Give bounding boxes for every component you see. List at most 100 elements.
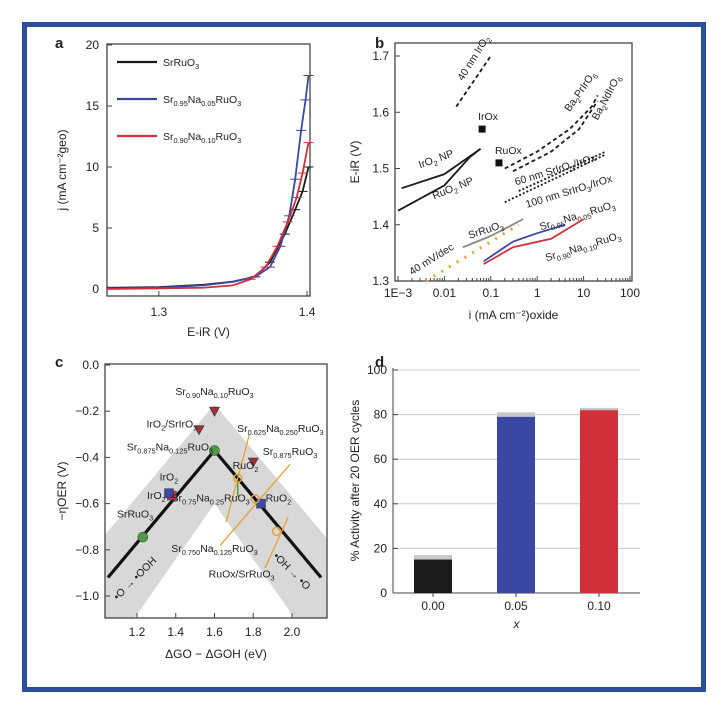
y-tick-label: −0.8 — [75, 543, 99, 557]
square-marker — [256, 498, 266, 509]
panel-a-axes — [106, 43, 311, 297]
double-arrow — [264, 517, 289, 569]
x-axis-label: ΔGO − ΔGOH (eV) — [165, 647, 267, 661]
point-label: SrRuO3​ — [117, 508, 153, 522]
open-circle-marker — [233, 473, 243, 483]
y-tick-label: 100 — [367, 363, 387, 377]
double-arrow — [219, 463, 291, 546]
series-line-Ba2PrIrO6 — [504, 94, 599, 170]
y-tick-label: −0.6 — [75, 497, 99, 511]
y-tick-label: 0 — [92, 282, 99, 296]
point-label: IrO2​ — [147, 490, 166, 504]
triangle-marker — [247, 457, 259, 468]
y-tick-label: 0 — [380, 586, 387, 600]
y-axis-label: −ηOER (V) — [55, 461, 69, 520]
panel-b-axes — [394, 42, 633, 282]
y-tick-label: 1.7 — [372, 49, 389, 63]
panel-label-b: b — [375, 35, 384, 52]
series-line-40 mV/dec — [425, 223, 520, 283]
series-line-Sr0.95Na0.05RuO3 — [483, 223, 566, 263]
x-tick-label: 100 — [620, 286, 640, 300]
x-tick-label: 10 — [577, 286, 591, 300]
double-arrow — [225, 434, 251, 523]
y-tick-label: 15 — [86, 99, 100, 113]
series-line-Sr0.90Na0.10RuO3 — [483, 218, 585, 265]
y-tick-label: 1.3 — [372, 274, 389, 288]
error-band — [497, 412, 535, 417]
y-tick-label: 1.5 — [372, 162, 389, 176]
x-tick-label: 1.8 — [245, 625, 262, 639]
y-axis-label: E-iR (V) — [348, 141, 362, 184]
x-tick-label: 1.4 — [167, 625, 184, 639]
open-circle-marker — [271, 526, 282, 537]
circle-marker — [137, 531, 149, 543]
x-tick-label: 1.6 — [206, 625, 223, 639]
triangle-marker — [193, 425, 205, 436]
series-line-SrRuO3 — [106, 166, 310, 289]
x-tick-label: 1.4 — [299, 305, 316, 319]
x-tick-label: 2.0 — [284, 625, 301, 639]
error-band — [414, 555, 452, 560]
panel-label-d: d — [375, 354, 384, 371]
series-line-SrRuO3 — [462, 218, 524, 249]
y-tick-label: 10 — [86, 160, 100, 174]
series-line-100 nm SrIrO3/IrOx — [504, 153, 607, 204]
point-label: Sr0.90​Na0.10​RuO3​ — [175, 386, 253, 400]
legend-label: SrRuO3​ — [163, 57, 199, 71]
point-label: Sr0.875​Na0.125​RuO3​ — [127, 441, 213, 455]
panel-label-c: c — [55, 354, 63, 371]
y-tick-label: −0.2 — [75, 404, 99, 418]
x-tick-label: 0.1 — [482, 286, 499, 300]
bar-0.05 — [497, 416, 535, 593]
panel-c-axes — [104, 363, 328, 619]
x-tick-label: 0.10 — [587, 599, 611, 613]
bar-0.10 — [580, 410, 618, 593]
x-tick-label: 1.3 — [151, 305, 168, 319]
point-label: Sr0.625​Na0.250​RuO3​ — [237, 423, 323, 437]
square-marker — [478, 125, 486, 133]
y-tick-label: −1.0 — [75, 589, 99, 603]
series-line-40 nm IrO2 — [455, 55, 492, 108]
y-axis-label: j (mA cm⁻²geo) — [55, 129, 69, 211]
y-tick-label: 40 — [374, 497, 388, 511]
legend-label: Sr0.90​Na0.10​RuO3​ — [163, 131, 241, 145]
series-line-Sr0.90Na0.10RuO3 — [106, 142, 310, 290]
y-tick-label: 0.0 — [82, 358, 99, 372]
point-label: IrO2​ — [160, 472, 179, 486]
x-tick-label: 0.00 — [421, 599, 445, 613]
y-tick-label: 1.4 — [372, 218, 389, 232]
y-tick-label: 80 — [374, 408, 388, 422]
series-label: SrRuO3​ — [467, 219, 506, 243]
y-tick-label: 60 — [374, 452, 388, 466]
marker-label: RuOx — [495, 145, 523, 157]
point-label: Sr0.875​RuO3​ — [263, 446, 318, 460]
square-marker — [164, 488, 174, 498]
series-line-Sr0.95Na0.05RuO3 — [106, 75, 310, 290]
square-marker — [495, 159, 503, 167]
error-band — [580, 407, 618, 411]
y-tick-label: 1.6 — [372, 105, 389, 119]
x-axis-label: i (mA cm⁻²)oxide — [469, 308, 559, 322]
series-line-Ba2NdIrO6 — [512, 100, 599, 173]
triangle-marker — [208, 406, 221, 417]
x-tick-label: 0.05 — [504, 599, 528, 613]
x-axis-label: E-iR (V) — [187, 325, 230, 339]
series-label: Sr0.95​Na0.05​RuO3​ — [538, 199, 617, 235]
series-label: RuO2​ NP — [431, 175, 476, 204]
series-line-RuO2 NP — [397, 148, 482, 212]
y-tick-label: −0.4 — [75, 450, 99, 464]
panel-label-a: a — [55, 35, 64, 52]
figure-frame — [22, 22, 706, 692]
y-tick-label: 20 — [86, 38, 100, 52]
x-tick-label: 0.01 — [433, 286, 457, 300]
x-axis-label: x — [513, 617, 521, 631]
legend-label: Sr0.95​Na0.05​RuO3​ — [163, 94, 241, 108]
bar-0.00 — [414, 559, 452, 593]
x-tick-label: 1 — [534, 286, 541, 300]
y-tick-label: 20 — [374, 541, 388, 555]
open-circle-marker — [250, 494, 260, 504]
point-label: RuOx/SrRuO3​ — [209, 569, 275, 583]
volcano-group — [105, 404, 327, 618]
circle-marker — [209, 445, 220, 456]
